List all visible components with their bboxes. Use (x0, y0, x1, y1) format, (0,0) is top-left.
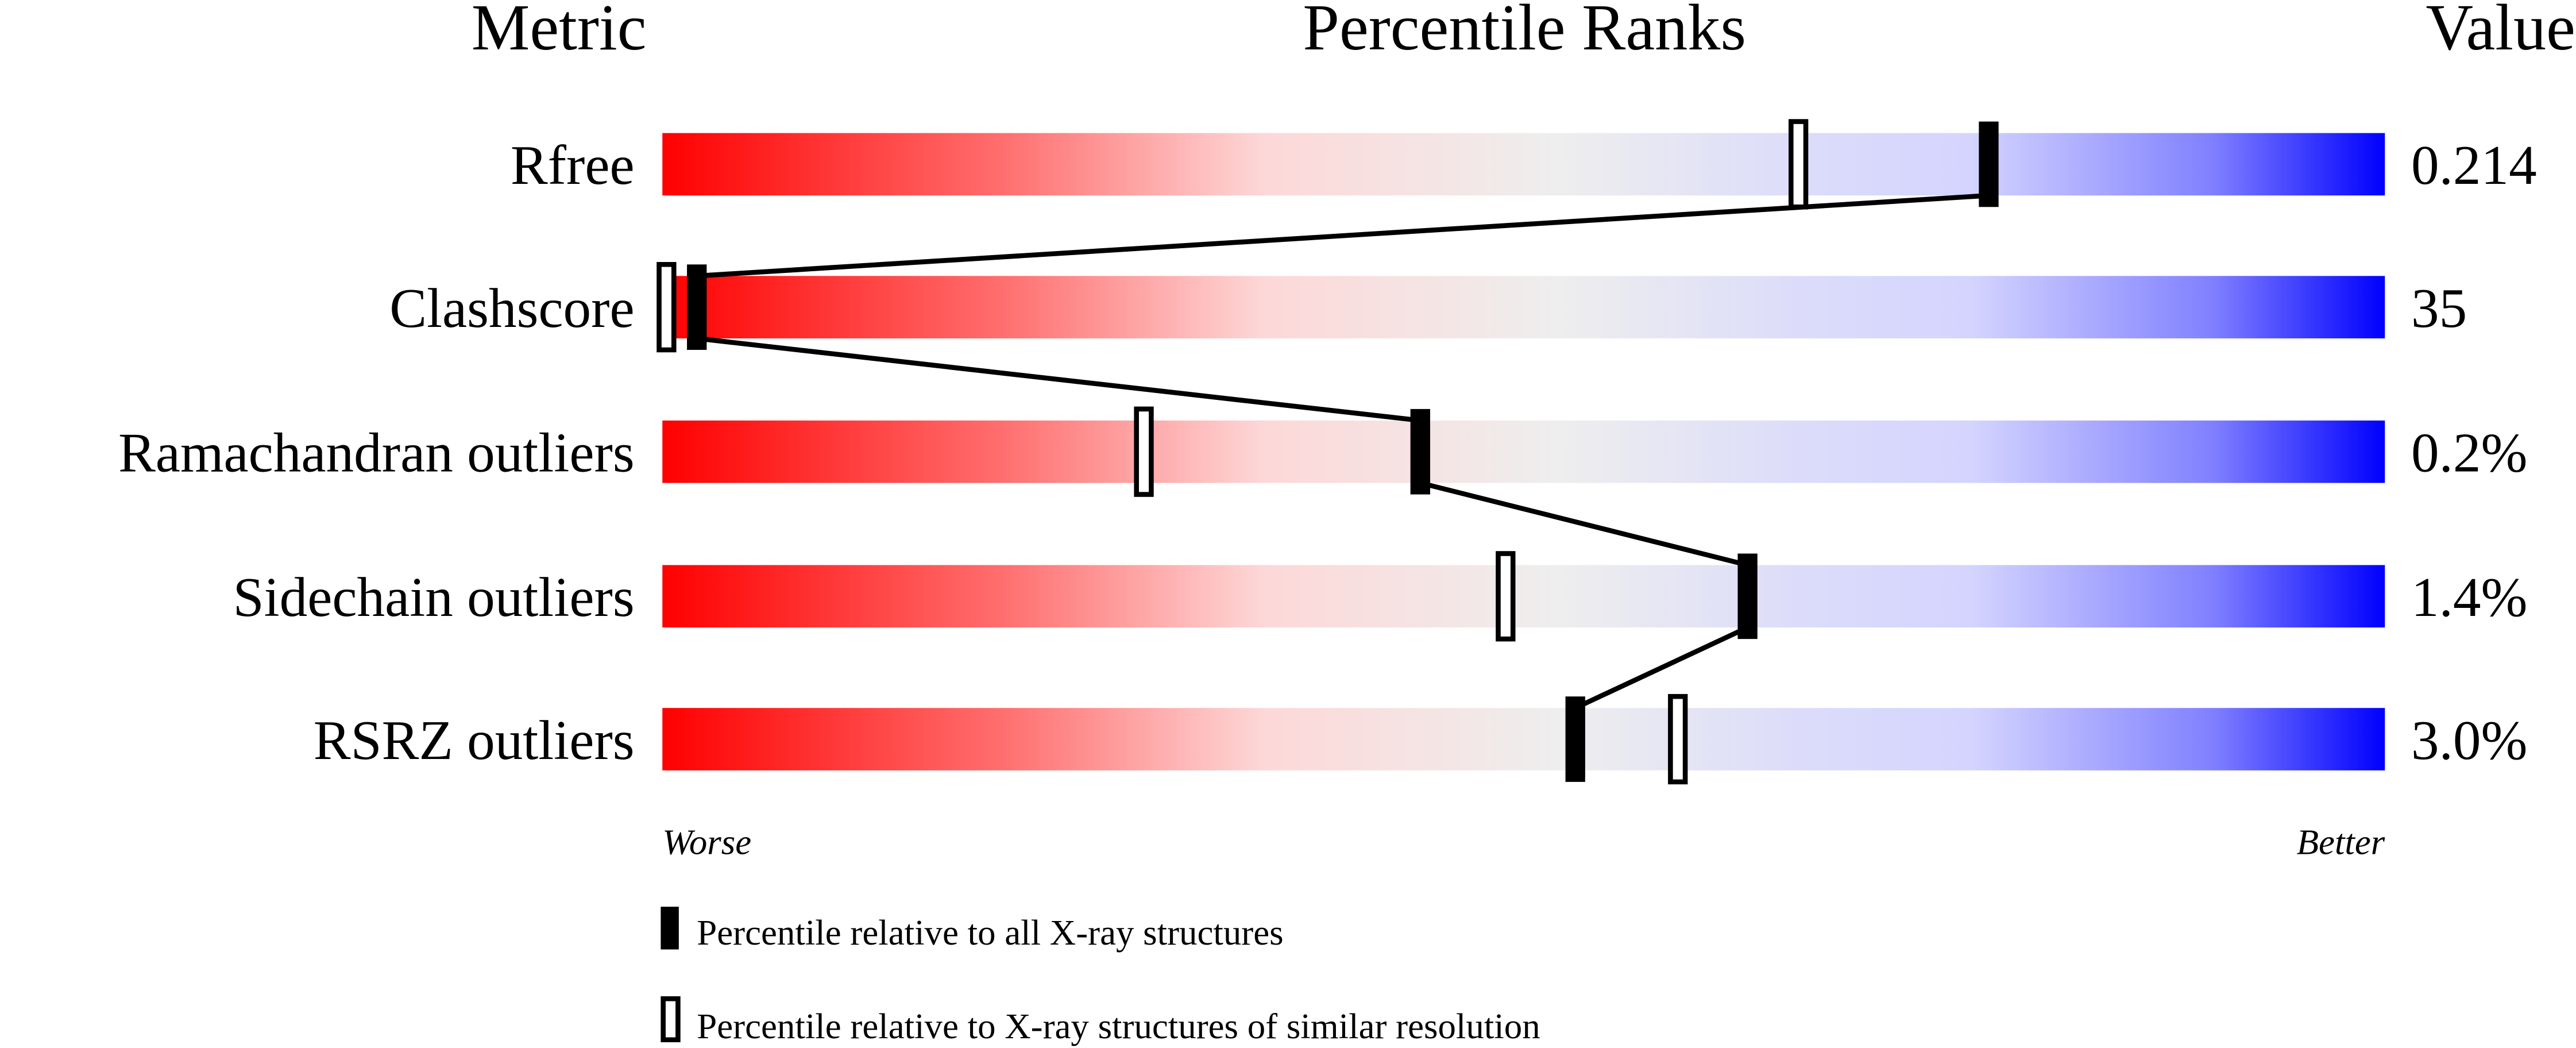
similar-resolution-marker (656, 261, 677, 353)
metric-value: 0.2% (2411, 422, 2527, 484)
connector-line (1419, 480, 1748, 568)
legend-label-similar: Percentile relative to X-ray structures … (697, 1006, 1540, 1046)
percentile-bar (662, 133, 2385, 196)
percentile-bar (662, 708, 2385, 770)
metric-value: 3.0% (2411, 710, 2527, 772)
metric-label: Clashscore (389, 278, 634, 340)
all-structures-marker (1979, 121, 1999, 207)
metric-row: Ramachandran outliers 0.2% (118, 406, 2527, 497)
legend-open-marker (661, 996, 681, 1042)
connector-line (1574, 625, 1749, 711)
metric-label: RSRZ outliers (314, 710, 635, 772)
legend-filled-marker (661, 907, 679, 950)
similar-resolution-marker (1496, 551, 1516, 642)
metric-label: Sidechain outliers (233, 567, 635, 629)
percentile-bar (662, 276, 2385, 338)
connector-line (696, 336, 1421, 423)
metric-value: 1.4% (2411, 567, 2527, 629)
legend-label-all: Percentile relative to all X-ray structu… (697, 912, 1283, 953)
metric-row: Sidechain outliers 1.4% (233, 551, 2527, 642)
metric-row: RSRZ outliers 3.0% (314, 693, 2527, 785)
worse-label: Worse (662, 822, 751, 862)
header-value: Value (2426, 0, 2575, 64)
metric-value: 0.214 (2411, 134, 2537, 196)
all-structures-marker (1737, 553, 1758, 639)
similar-resolution-marker (1789, 119, 1809, 210)
similar-resolution-marker (1134, 406, 1154, 497)
metric-label: Rfree (511, 134, 635, 196)
metric-row: Rfree 0.214 (511, 119, 2537, 210)
metric-label: Ramachandran outliers (118, 422, 635, 484)
better-label: Better (2297, 822, 2385, 862)
all-structures-marker (1410, 409, 1430, 495)
all-structures-marker (687, 264, 707, 350)
metric-value: 35 (2411, 278, 2467, 340)
header-metric: Metric (472, 0, 647, 64)
percentile-bar (662, 565, 2385, 628)
header-percentile-ranks: Percentile Ranks (1303, 0, 1746, 64)
metric-row: Clashscore 35 (389, 261, 2467, 353)
connector-line (696, 192, 1989, 279)
similar-resolution-marker (1668, 693, 1688, 785)
percentile-bar (662, 420, 2385, 483)
all-structures-marker (1565, 696, 1585, 782)
